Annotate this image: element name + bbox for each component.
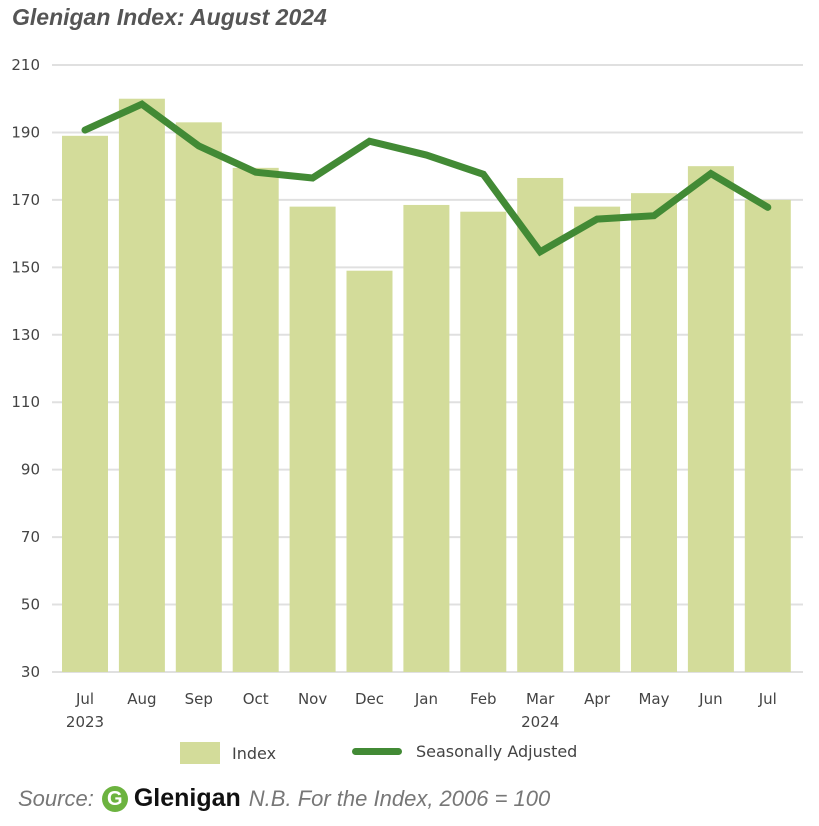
footnote: N.B. For the Index, 2006 = 100 (248, 785, 551, 811)
bar-index (118, 98, 165, 672)
glenigan-logo-text: Glenigan (133, 784, 241, 812)
x-year-label: 2024 (521, 713, 559, 731)
x-tick-label: Jun (698, 690, 722, 708)
legend-swatch-bar (180, 742, 220, 764)
x-tick-label: Sep (185, 690, 213, 708)
x-tick-label: Feb (470, 690, 497, 708)
glenigan-logo-icon: G (101, 785, 128, 812)
bar-index (517, 177, 564, 672)
legend-label: Index (232, 743, 277, 763)
source-label: Source: (18, 785, 94, 811)
chart-plot: 30 50 70 90 110 130 150 170 190 210 Jul 2023 Aug Sep O… (11, 56, 803, 731)
bar-index (460, 211, 507, 673)
x-tick-label: Jul (758, 690, 777, 708)
bar-index (62, 135, 108, 673)
y-tick-label: 170 (11, 191, 40, 209)
x-tick-label: Dec (355, 690, 384, 708)
legend-item-index: Index (180, 742, 276, 764)
x-tick-label: Apr (584, 690, 611, 708)
y-tick-label: 130 (11, 326, 40, 344)
x-tick-label: Jan (414, 690, 438, 708)
bar-index (744, 199, 791, 672)
x-tick-label: Jul (75, 690, 94, 708)
x-tick-label: Nov (298, 690, 327, 708)
bar-index (687, 166, 734, 672)
x-tick-label: Aug (127, 690, 156, 708)
y-tick-label: 90 (21, 461, 40, 479)
bar-index (175, 122, 222, 673)
y-tick-label: 190 (11, 123, 40, 141)
bar-index (403, 204, 450, 673)
legend-swatch-line (352, 748, 402, 755)
legend-item-seasonally-adjusted: Seasonally Adjusted (352, 742, 577, 761)
x-tick-label: Oct (243, 690, 269, 708)
footer: Source: G Glenigan N.B. For the Index, 2… (18, 784, 550, 813)
y-tick-label: 30 (21, 663, 40, 681)
y-tick-label: 110 (11, 393, 40, 411)
x-tick-label: May (638, 690, 669, 708)
bar-index (346, 270, 393, 672)
y-tick-label: 70 (21, 528, 40, 546)
bar-index (232, 167, 279, 672)
y-tick-label: 150 (11, 258, 40, 276)
y-tick-label: 210 (11, 56, 40, 74)
bar-index (574, 206, 621, 672)
x-year-label: 2023 (66, 713, 104, 731)
chart-title: Glenigan Index: August 2024 (12, 4, 327, 30)
legend-label: Seasonally Adjusted (416, 742, 578, 761)
x-tick-label: Mar (526, 690, 555, 708)
y-tick-label: 50 (21, 596, 40, 614)
bar-index (289, 206, 336, 672)
bar-index (631, 193, 677, 672)
